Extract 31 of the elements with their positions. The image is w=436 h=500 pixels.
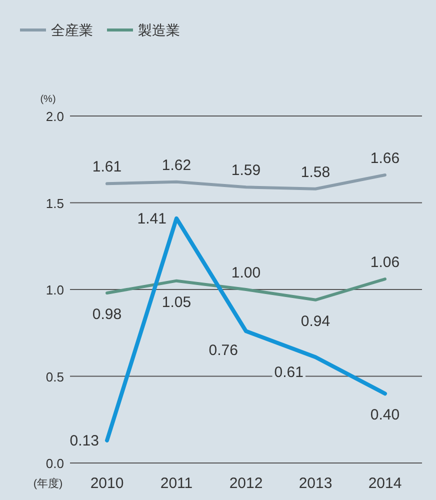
x-tick-label: 2012 — [229, 475, 263, 492]
data-label: 1.05 — [162, 294, 192, 311]
data-label: 0.13 — [70, 432, 99, 450]
legend-label: 全産業 — [51, 22, 93, 38]
data-label: 1.58 — [300, 164, 330, 181]
legend-item: 全産業 — [20, 22, 93, 38]
y-tick-label: 2.0 — [46, 109, 64, 124]
data-label: 0.40 — [370, 406, 400, 424]
y-axis-title: (%) — [40, 94, 56, 105]
data-label: 0.98 — [92, 306, 122, 323]
y-tick-label: 1.0 — [46, 282, 64, 298]
x-tick-label: 2011 — [160, 475, 193, 492]
y-tick-label: 0.0 — [46, 456, 64, 471]
data-label: 1.00 — [231, 264, 261, 282]
x-tick-label: 2013 — [298, 475, 332, 492]
y-tick-label: 0.5 — [46, 369, 64, 384]
x-axis-title: (年度) — [33, 477, 63, 490]
data-label: 0.61 — [274, 364, 304, 382]
data-label: 1.41 — [137, 210, 166, 228]
x-tick-label: 2014 — [368, 475, 402, 492]
data-label: 1.59 — [231, 162, 261, 180]
x-tick-label: 2010 — [90, 475, 124, 492]
data-label: 1.06 — [370, 254, 400, 272]
data-label: 1.66 — [370, 150, 400, 167]
legend-item: 製造業 — [107, 22, 180, 38]
legend-label: 製造業 — [138, 22, 180, 38]
data-label: 1.61 — [92, 158, 122, 176]
data-label: 1.62 — [162, 156, 192, 174]
data-label: 0.76 — [208, 342, 238, 360]
y-tick-label: 1.5 — [46, 196, 64, 211]
data-label: 0.94 — [300, 312, 330, 330]
